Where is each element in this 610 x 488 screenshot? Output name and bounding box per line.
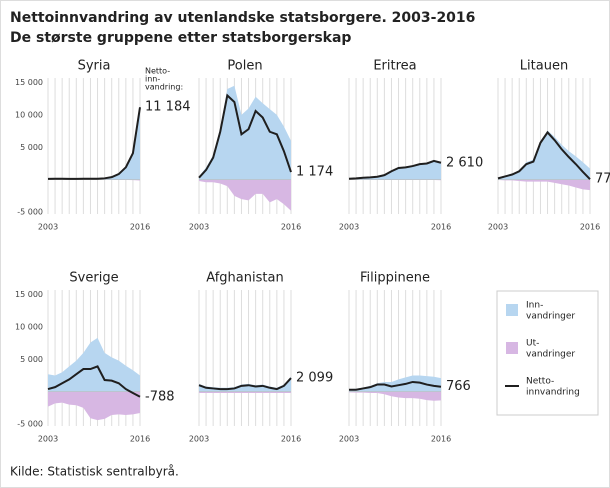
panel-title: Syria — [78, 59, 111, 74]
y-tick-label: -5 000 — [17, 208, 43, 217]
net-line — [348, 159, 442, 180]
net-line — [47, 365, 141, 398]
x-tick-label: 2003 — [38, 435, 58, 444]
value-label: 766 — [446, 379, 471, 394]
legend-label: innvandring — [526, 388, 580, 398]
x-tick-label: 2016 — [281, 223, 301, 232]
y-tick-label: 15 000 — [15, 78, 43, 87]
legend-swatch — [506, 304, 518, 316]
legend-label: Netto- — [526, 377, 554, 387]
value-label: 77 — [595, 172, 610, 187]
panel-title: Afghanistan — [206, 271, 283, 286]
source: Kilde: Statistisk sentralbyrå. — [10, 465, 179, 479]
value-label: 11 184 — [145, 100, 191, 115]
value-label: -788 — [145, 389, 175, 404]
panel-title: Litauen — [520, 59, 568, 74]
value-label: 2 610 — [446, 155, 483, 170]
outflow-area — [48, 391, 140, 421]
value-label: 2 099 — [296, 371, 333, 386]
x-tick-label: 2003 — [339, 435, 359, 444]
legend-label: Ut- — [526, 339, 539, 349]
net-line — [47, 107, 141, 180]
inflow-area — [498, 130, 590, 180]
legend-label: vandringer — [526, 312, 575, 322]
x-tick-label: 2003 — [189, 435, 209, 444]
value-label: 1 174 — [296, 165, 333, 180]
net-line — [198, 377, 292, 391]
legend-label: Inn- — [526, 301, 543, 311]
legend-label: vandringer — [526, 350, 575, 360]
outflow-area — [199, 391, 291, 393]
panel-title: Eritrea — [373, 59, 416, 74]
panel-title: Filippinene — [360, 271, 430, 286]
net-line — [497, 130, 591, 180]
outflow-area — [498, 179, 590, 191]
y-tick-label: 5 000 — [20, 143, 43, 152]
inflow-area — [48, 106, 140, 180]
chart-subtitle: De største gruppene etter statsborgerska… — [10, 30, 351, 46]
x-tick-label: 2016 — [130, 435, 150, 444]
inflow-area — [349, 375, 441, 392]
outflow-area — [199, 179, 291, 211]
x-tick-label: 2003 — [488, 223, 508, 232]
chart-title: Nettoinnvandring av utenlandske statsbor… — [10, 10, 475, 26]
y-tick-label: 5 000 — [20, 355, 43, 364]
x-tick-label: 2016 — [130, 223, 150, 232]
x-tick-label: 2016 — [431, 223, 451, 232]
y-tick-label: -5 000 — [17, 420, 43, 429]
x-tick-label: 2003 — [189, 223, 209, 232]
panel-title: Polen — [227, 59, 262, 74]
annotation: vandring: — [145, 83, 183, 92]
panel-title: Sverige — [69, 271, 118, 286]
x-tick-label: 2003 — [38, 223, 58, 232]
annotation: Netto- — [145, 67, 170, 76]
x-tick-label: 2016 — [431, 435, 451, 444]
y-tick-label: 10 000 — [15, 322, 43, 331]
net-line — [349, 380, 442, 391]
x-tick-label: 2016 — [580, 223, 600, 232]
annotation: inn- — [145, 75, 160, 84]
outflow-area — [349, 391, 441, 401]
y-tick-label: 15 000 — [15, 290, 43, 299]
legend-swatch — [506, 342, 518, 354]
y-tick-label: 10 000 — [15, 110, 43, 119]
x-tick-label: 2003 — [339, 223, 359, 232]
net-line — [198, 93, 292, 179]
x-tick-label: 2016 — [281, 435, 301, 444]
